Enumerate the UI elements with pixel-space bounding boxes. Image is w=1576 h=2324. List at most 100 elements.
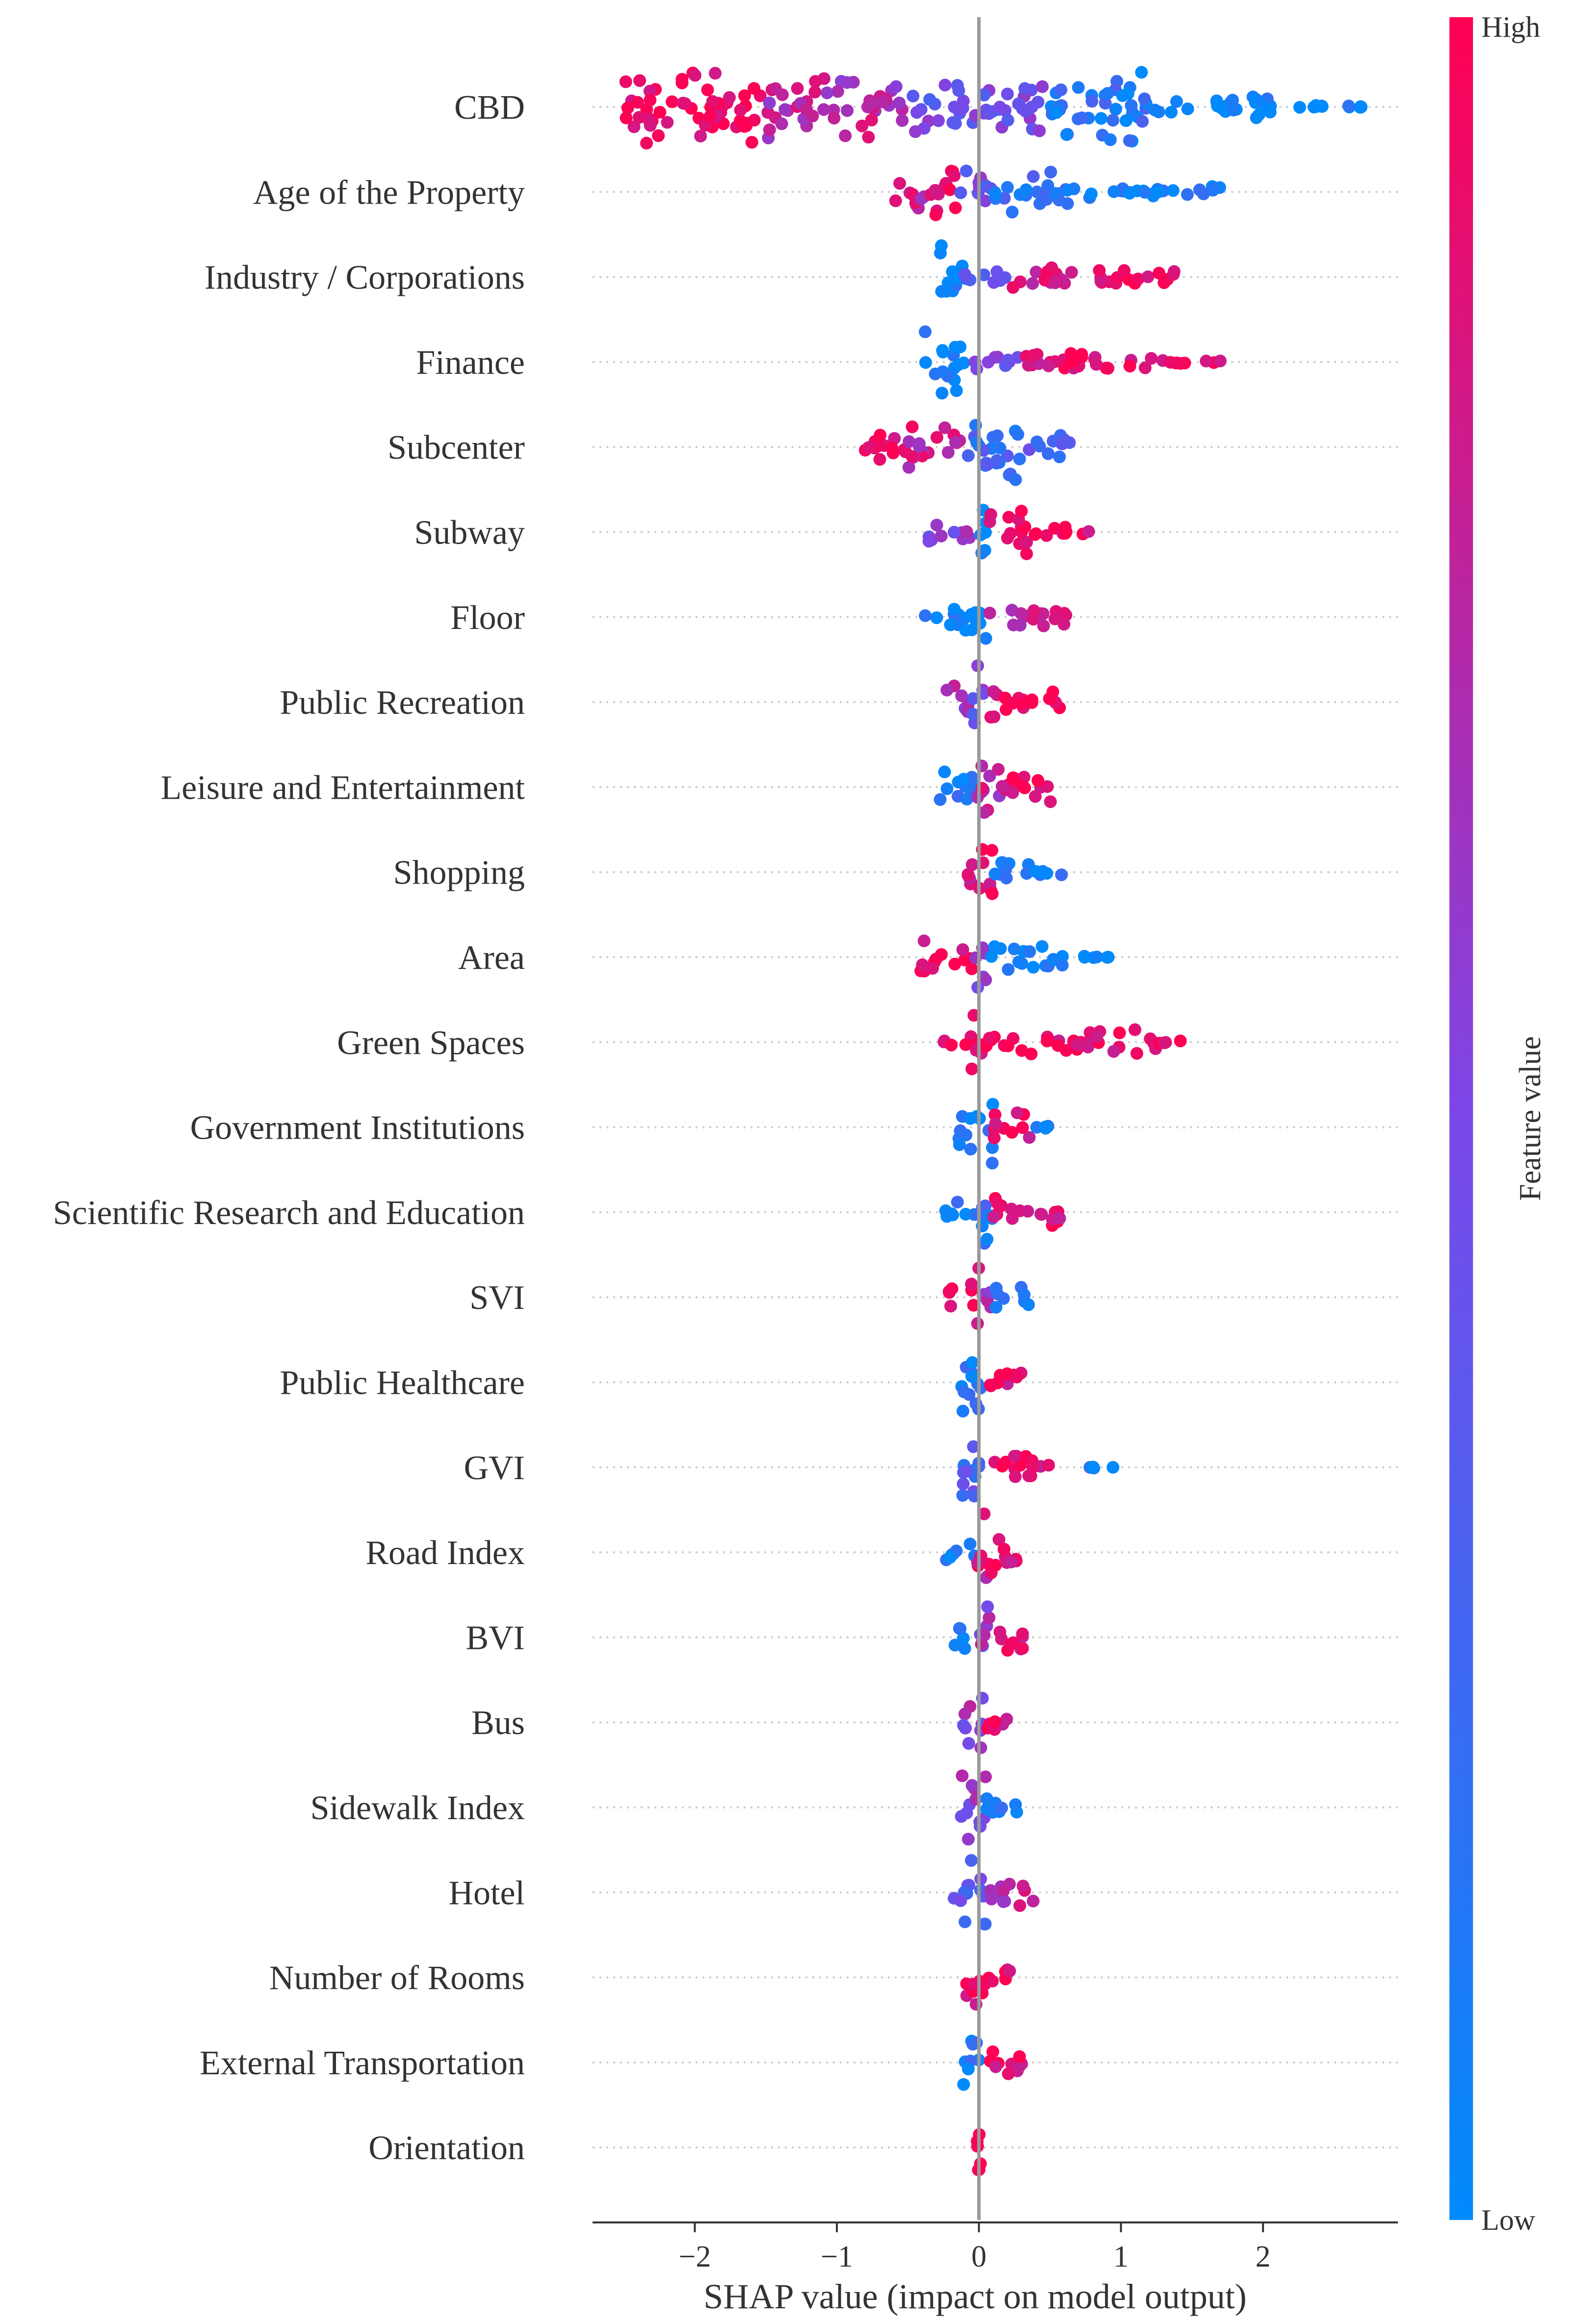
shap-point xyxy=(1038,273,1052,287)
shap-point xyxy=(917,934,930,947)
shap-point xyxy=(1071,1038,1084,1051)
feature-label: Subcenter xyxy=(388,429,525,467)
shap-point xyxy=(1038,866,1051,879)
shap-point xyxy=(675,73,689,86)
shap-point xyxy=(929,208,942,221)
shap-point xyxy=(1044,165,1058,179)
shap-point xyxy=(653,105,667,119)
shap-point xyxy=(939,1204,952,1217)
shap-point xyxy=(1197,187,1210,201)
shap-point xyxy=(1010,1370,1023,1384)
shap-point xyxy=(1164,105,1178,119)
feature-label: Floor xyxy=(450,599,525,637)
feature-label: Leisure and Entertainment xyxy=(161,769,525,807)
shap-point xyxy=(940,285,953,298)
shap-point xyxy=(1015,697,1029,710)
shap-point xyxy=(1001,113,1014,127)
shap-point xyxy=(1011,428,1025,441)
shap-point xyxy=(1116,89,1129,102)
shap-point xyxy=(951,1196,964,1209)
shap-point xyxy=(888,432,901,445)
shap-point xyxy=(953,1622,966,1635)
shap-point xyxy=(1082,525,1095,538)
beeswarm-points xyxy=(619,66,1368,2176)
shap-point xyxy=(1342,100,1355,112)
shap-point xyxy=(1006,206,1019,219)
shap-point xyxy=(962,2063,975,2076)
shap-point xyxy=(993,101,1007,114)
shap-point xyxy=(1164,356,1177,369)
shap-point xyxy=(1060,183,1074,197)
shap-point xyxy=(940,683,954,697)
shap-point xyxy=(893,177,906,190)
shap-point xyxy=(865,113,878,127)
shap-point xyxy=(877,95,890,108)
shap-point xyxy=(981,1232,994,1246)
shap-point xyxy=(922,535,935,548)
shap-point xyxy=(962,1832,975,1846)
shap-point xyxy=(1026,1461,1039,1474)
shap-point xyxy=(1226,94,1239,107)
shap-point xyxy=(992,763,1005,776)
shap-point xyxy=(1004,527,1017,540)
shap-point xyxy=(1025,696,1038,709)
shap-point xyxy=(1107,1461,1119,1474)
shap-point xyxy=(989,187,1002,200)
shap-point xyxy=(808,85,822,99)
shap-point xyxy=(936,365,949,378)
shap-point xyxy=(1041,179,1055,192)
shap-point xyxy=(997,1895,1010,1908)
shap-point xyxy=(966,1978,980,1991)
shap-point xyxy=(1136,115,1149,128)
shap-point xyxy=(936,344,949,357)
shap-point xyxy=(1053,1212,1066,1225)
shap-point xyxy=(944,618,957,631)
feature-label: BVI xyxy=(465,1619,525,1657)
shap-point xyxy=(1138,92,1151,105)
shap-point xyxy=(1056,959,1069,972)
shap-point xyxy=(1029,790,1042,803)
shap-point xyxy=(1002,353,1015,366)
shap-point xyxy=(885,442,899,455)
shap-point xyxy=(1214,354,1227,367)
shap-point xyxy=(967,692,980,705)
shap-point xyxy=(1101,87,1114,100)
shap-point xyxy=(954,103,967,116)
shap-point xyxy=(1016,1642,1029,1655)
shap-point xyxy=(643,84,656,98)
shap-point xyxy=(1123,360,1137,373)
shap-point xyxy=(983,877,997,890)
shap-point xyxy=(1001,181,1014,194)
shap-point xyxy=(1013,2050,1026,2063)
shap-point xyxy=(1061,197,1074,210)
shap-point xyxy=(619,75,632,88)
shap-point xyxy=(1026,277,1039,290)
feature-label: Public Recreation xyxy=(280,684,525,722)
shap-point xyxy=(1027,1894,1040,1907)
shap-point xyxy=(1016,1880,1030,1893)
shap-point xyxy=(1048,612,1061,626)
shap-point xyxy=(1090,950,1103,964)
shap-point xyxy=(1181,102,1194,115)
shap-point xyxy=(996,1460,1009,1473)
shap-point xyxy=(1029,528,1041,541)
shap-point xyxy=(1002,2067,1015,2080)
shap-point xyxy=(974,1873,987,1885)
shap-point xyxy=(1009,1798,1022,1811)
shap-point xyxy=(959,1128,973,1142)
shap-point xyxy=(960,792,974,806)
shap-point xyxy=(738,120,751,133)
shap-point xyxy=(1016,1627,1029,1641)
shap-point xyxy=(987,1131,1001,1145)
shap-point xyxy=(1007,618,1020,631)
shap-point xyxy=(1040,193,1053,206)
shap-point xyxy=(1000,703,1013,716)
shap-point xyxy=(1041,780,1054,793)
shap-point xyxy=(933,793,947,806)
shap-point xyxy=(995,1199,1008,1212)
shap-point xyxy=(889,194,902,208)
shap-point xyxy=(978,1917,991,1931)
shap-point xyxy=(1002,511,1015,524)
shap-point xyxy=(627,120,641,133)
feature-label: Industry / Corporations xyxy=(205,259,525,297)
